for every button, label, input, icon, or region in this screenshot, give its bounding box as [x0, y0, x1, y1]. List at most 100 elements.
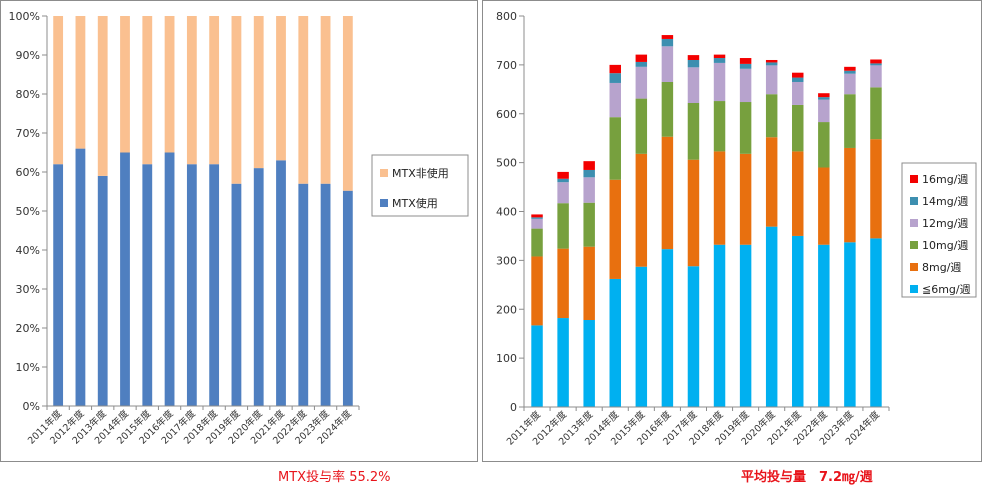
legend-label: MTX使用 — [392, 197, 438, 210]
legend-box — [901, 162, 977, 298]
bar-segment — [818, 99, 830, 123]
legend-label: 14mg/週 — [922, 195, 968, 208]
bar-segment — [531, 214, 543, 218]
bar-segment — [870, 139, 882, 239]
y-tick-label: 400 — [496, 206, 517, 219]
y-tick-label: 10% — [16, 361, 40, 374]
bar-segment — [609, 82, 621, 118]
y-tick-label: 90% — [16, 49, 40, 62]
bar-segment — [231, 16, 242, 184]
bar-segment — [687, 55, 700, 60]
bar-segment — [557, 171, 569, 179]
bar-segment — [765, 137, 778, 227]
bar-segment — [164, 16, 175, 153]
bar-segment — [844, 66, 856, 71]
bar-segment — [609, 73, 621, 83]
y-tick-label: 20% — [16, 322, 40, 335]
bar-segment — [844, 73, 856, 95]
y-tick-label: 0% — [23, 400, 40, 413]
bar-segment — [53, 16, 64, 165]
legend-swatch — [910, 285, 918, 293]
y-tick-label: 60% — [16, 166, 40, 179]
bar-segment — [557, 182, 569, 204]
average-dose-caption: 平均投与量 7.2㎎/週 — [741, 470, 873, 485]
legend-swatch — [910, 263, 918, 271]
bar-segment — [609, 179, 621, 279]
bar-segment — [231, 183, 242, 406]
bar-segment — [583, 202, 595, 247]
bar-segment — [298, 16, 309, 184]
bar-segment — [739, 153, 752, 245]
bar-segment — [253, 16, 264, 169]
bar-segment — [276, 16, 286, 161]
mtx-usage-rate-chart: 0%10%20%30%40%50%60%70%80%90%100%2011年度2… — [9, 10, 469, 447]
bar-segment — [531, 256, 543, 326]
y-tick-label: 700 — [496, 59, 517, 72]
legend-swatch — [910, 241, 918, 249]
bar-segment — [635, 54, 648, 62]
bar-segment — [765, 59, 778, 63]
y-tick-label: 800 — [496, 10, 517, 23]
bar-segment — [531, 325, 543, 407]
bar-segment — [870, 63, 882, 66]
bar-segment — [557, 203, 569, 249]
y-tick-label: 600 — [496, 108, 517, 121]
bar-segment — [531, 228, 543, 257]
bar-segment — [186, 164, 197, 406]
bar-segment — [792, 104, 804, 152]
bar-segment — [97, 16, 108, 176]
mtx-usage-rate-chart-panel: 0% 10% 20% 30% 40% 50% 60% 70% 80% 90% 100% 2011年度 2… — [0, 0, 478, 462]
legend-label: 8mg/週 — [922, 261, 961, 274]
bar-segment — [713, 58, 726, 63]
bar-segment — [661, 249, 674, 407]
bar-segment — [687, 266, 700, 407]
bar-segment — [844, 94, 856, 148]
bar-segment — [531, 217, 543, 219]
bar-segment — [661, 38, 674, 47]
bar-segment — [870, 65, 882, 88]
bar-segment — [635, 66, 648, 99]
bar-segment — [661, 136, 674, 250]
bar-segment — [557, 248, 569, 319]
bar-segment — [142, 16, 153, 165]
bar-segment — [583, 246, 595, 321]
bar-segment — [53, 164, 64, 406]
bar-segment — [818, 122, 830, 168]
bar-segment — [844, 242, 856, 407]
bar-segment — [792, 72, 804, 78]
bar-segment — [792, 81, 804, 105]
bar-segment — [661, 35, 674, 39]
bar-segment — [557, 178, 569, 183]
bar-segment — [713, 62, 726, 102]
bar-segment — [792, 77, 804, 82]
legend-swatch — [910, 175, 918, 183]
bar-segment — [75, 16, 86, 149]
bar-segment — [120, 16, 130, 153]
y-tick-label: 200 — [496, 303, 517, 316]
bar-segment — [818, 97, 830, 100]
mtx-usage-rate-caption: MTX投与率 55.2% — [278, 470, 391, 485]
bar-segment — [609, 278, 621, 407]
y-tick-label: 80% — [16, 88, 40, 101]
bar-segment — [142, 164, 153, 406]
legend-swatch — [380, 169, 388, 177]
bar-segment — [531, 218, 543, 229]
bar-segment — [661, 46, 674, 82]
bar-segment — [687, 159, 700, 267]
bar-segment — [342, 16, 353, 191]
bar-segment — [583, 320, 595, 407]
bar-segment — [635, 266, 648, 407]
bar-segment — [186, 16, 197, 165]
mtx-dose-distribution-chart-panel: 0 100 200 300 400 500 600 700 800 2011年度 2012年度 201… — [482, 0, 982, 462]
bar-segment — [713, 244, 726, 407]
bar-segment — [635, 61, 648, 67]
y-tick-label: 30% — [16, 283, 40, 296]
bar-segment — [739, 68, 752, 103]
y-tick-label: 300 — [496, 254, 517, 267]
bar-segment — [765, 226, 778, 407]
bar-segment — [765, 94, 778, 138]
bar-segment — [557, 318, 569, 407]
y-tick-label: 50% — [16, 205, 40, 218]
bar-segment — [97, 175, 108, 406]
y-tick-label: 500 — [496, 157, 517, 170]
